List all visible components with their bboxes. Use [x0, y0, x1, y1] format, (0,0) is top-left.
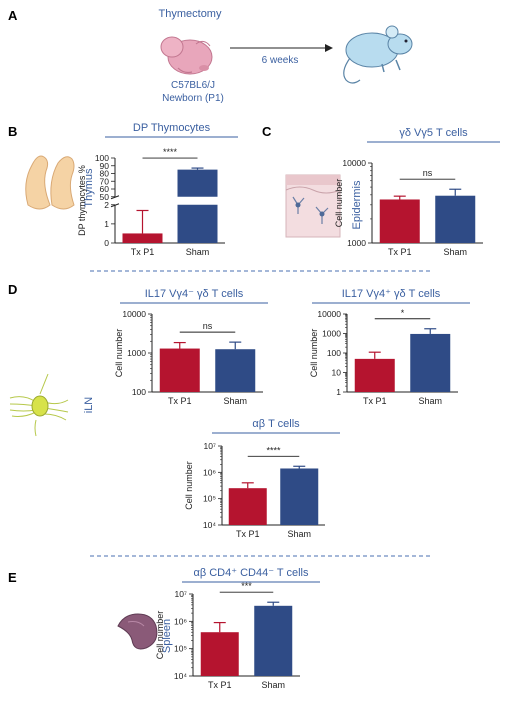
chart-title-D2: IL17 Vγ4⁺ γδ T cells — [342, 288, 441, 300]
y-tick-label-D1: 100 — [132, 387, 146, 397]
significance-label-E: *** — [241, 581, 252, 591]
panel-letter-c: C — [262, 124, 272, 139]
spleen-organ-icon — [117, 613, 158, 650]
y-tick-label-D3: 10⁶ — [203, 467, 216, 477]
bar-sham-D2 — [410, 333, 451, 392]
thymus-organ-icon — [25, 155, 75, 210]
y-tick-label-C: 10000 — [342, 158, 366, 168]
y-tick-label-D2: 1000 — [322, 329, 341, 339]
bar-sham-D1 — [215, 349, 256, 392]
y-tick-label-E: 10⁶ — [174, 616, 187, 626]
bar-sham-B — [177, 169, 218, 197]
chart-title-D3: αβ T cells — [252, 418, 300, 430]
y-axis-label-D1: Cell number — [114, 329, 124, 378]
significance-label-D2: * — [401, 308, 405, 318]
mouse-strain-label: C57BL6/J — [171, 80, 215, 91]
bar-sham-C — [435, 195, 476, 243]
category-label-C: Sham — [443, 247, 467, 257]
bar-tx-p1-E — [200, 632, 239, 676]
category-label-D2: Sham — [418, 396, 442, 406]
panel-letter-e: E — [8, 570, 17, 585]
chart-title-E: αβ CD4⁺ CD44⁻ T cells — [194, 567, 309, 579]
bar-sham-E — [254, 605, 293, 676]
bar-tx-p1-D2 — [354, 358, 395, 392]
y-tick-label-E: 10⁴ — [174, 671, 187, 681]
category-label-D3: Tx P1 — [236, 529, 260, 539]
epidermis-tissue-icon — [285, 174, 341, 238]
category-label-E: Tx P1 — [208, 680, 232, 690]
y-tick-label-D3: 10⁴ — [203, 520, 216, 530]
axis-break-mark-B — [110, 195, 120, 208]
spleen-label: Spleen — [161, 619, 173, 653]
y-tick-label-D1: 1000 — [127, 348, 146, 358]
y-tick-label-B: 50 — [100, 192, 110, 202]
y-tick-label-B: 80 — [100, 169, 110, 179]
pink-mouse-pup-icon — [160, 36, 213, 75]
significance-label-D3: **** — [266, 445, 281, 455]
y-tick-label-D2: 1 — [336, 387, 341, 397]
significance-label-C: ns — [423, 168, 433, 178]
iln-label: iLN — [83, 397, 95, 414]
category-label-B: Tx P1 — [131, 247, 155, 257]
mouse-age-label: Newborn (P1) — [162, 93, 224, 104]
bar-sham-B-lower — [177, 204, 218, 243]
y-tick-label-B: 90 — [100, 161, 110, 171]
thymus-label: Thymus — [83, 168, 95, 208]
chart-title-C: γδ Vγ5 T cells — [399, 127, 468, 139]
y-axis-label-E: Cell number — [155, 611, 165, 660]
arrow-duration-label: 6 weeks — [262, 55, 299, 66]
bar-tx-p1-D3 — [228, 488, 267, 525]
panel-letter-b: B — [8, 124, 17, 139]
chart-title-B: DP Thymocytes — [133, 122, 211, 134]
panel-letter-a: A — [8, 8, 18, 23]
y-tick-label-D3: 10⁷ — [203, 441, 216, 451]
y-tick-label-B: 2 — [104, 200, 109, 210]
y-axis-label-B: DP thymocytes % — [77, 165, 87, 236]
significance-label-B: **** — [163, 147, 178, 157]
chart-title-D1: IL17 Vγ4⁻ γδ T cells — [145, 288, 244, 300]
y-tick-label-D1: 10000 — [122, 309, 146, 319]
y-axis-label-D3: Cell number — [184, 461, 194, 510]
category-label-D3: Sham — [287, 529, 311, 539]
y-tick-label-E: 10⁵ — [174, 644, 187, 654]
bar-tx-p1-B — [122, 233, 163, 243]
arrow-right-icon — [230, 44, 333, 52]
category-label-D2: Tx P1 — [363, 396, 387, 406]
y-tick-label-B: 1 — [104, 219, 109, 229]
y-tick-label-D2: 10000 — [317, 309, 341, 319]
y-tick-label-B: 70 — [100, 176, 110, 186]
y-tick-label-E: 10⁷ — [174, 589, 187, 599]
bar-tx-p1-C — [379, 199, 420, 243]
y-tick-label-D3: 10⁵ — [203, 494, 216, 504]
thymectomy-title: Thymectomy — [159, 8, 222, 20]
epidermis-label: Epidermis — [351, 180, 363, 229]
y-tick-label-D2: 10 — [332, 368, 342, 378]
adult-mouse-icon — [343, 25, 413, 84]
panel-letter-d: D — [8, 282, 17, 297]
bar-tx-p1-D1 — [159, 348, 200, 392]
lymph-node-icon — [9, 373, 69, 437]
y-tick-label-B: 60 — [100, 184, 110, 194]
category-label-C: Tx P1 — [388, 247, 412, 257]
significance-label-D1: ns — [203, 321, 213, 331]
y-tick-label-B: 0 — [104, 238, 109, 248]
category-label-B: Sham — [186, 247, 210, 257]
category-label-D1: Tx P1 — [168, 396, 192, 406]
category-label-D1: Sham — [223, 396, 247, 406]
charts-layer: DP Thymocytes DP thymocytes % 0 1 2506070809… — [77, 122, 500, 690]
y-tick-label-D2: 100 — [327, 348, 341, 358]
y-tick-label-C: 1000 — [347, 238, 366, 248]
y-axis-label-C: Cell number — [334, 179, 344, 228]
bar-sham-D3 — [280, 468, 319, 525]
category-label-E: Sham — [261, 680, 285, 690]
y-tick-label-B: 100 — [95, 153, 109, 163]
y-axis-label-D2: Cell number — [309, 329, 319, 378]
